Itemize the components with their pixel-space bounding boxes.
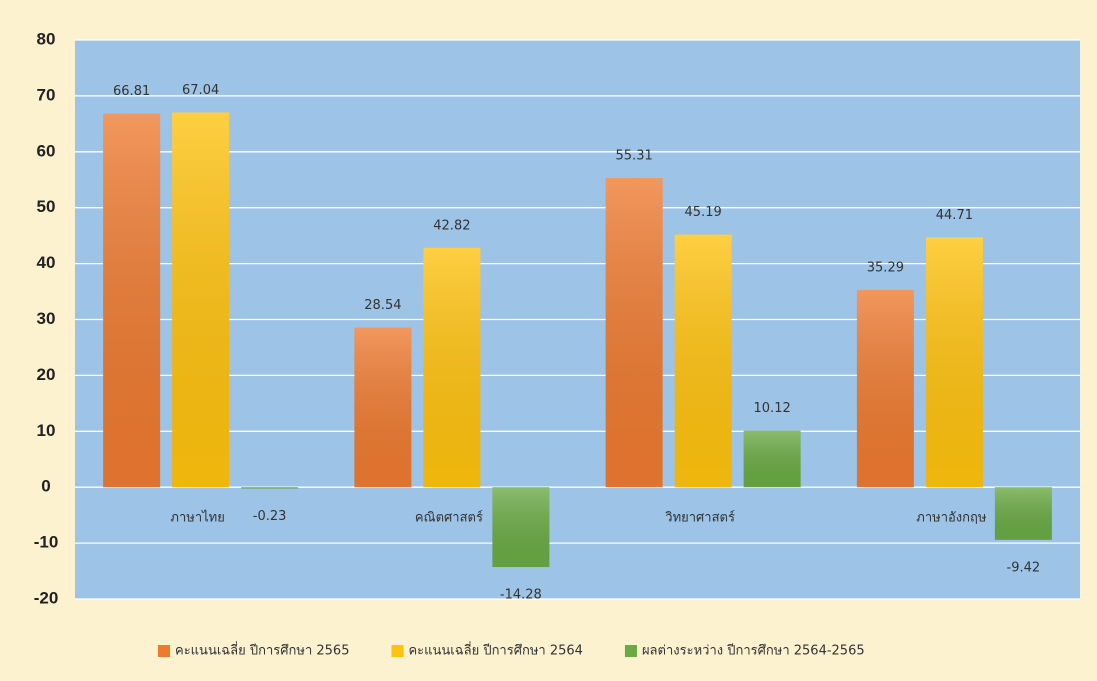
x-tick-label: ภาษาอังกฤษ [916,511,987,526]
bar-shade [172,112,230,488]
data-label: 55.31 [616,149,653,164]
y-tick-label: 80 [37,29,56,48]
bar-shade [103,113,161,488]
legend-label: คะแนนเฉลี่ย ปีการศึกษา 2564 [408,642,582,659]
x-tick-label: วิทยาศาสตร์ [665,510,735,526]
y-tick-label: 20 [37,365,56,384]
y-tick-label: 60 [37,141,56,160]
x-tick-label: ภาษาไทย [170,510,224,526]
data-label: 45.19 [685,205,722,220]
y-tick-label: 10 [37,421,56,440]
data-label: 35.29 [867,260,904,275]
legend-swatch [624,645,637,657]
bar-shade [423,247,481,488]
y-tick-label: -20 [34,588,59,607]
x-tick-label: คณิตศาสตร์ [415,510,483,526]
y-tick-label: 40 [37,253,56,272]
data-label: 42.82 [433,218,470,233]
bar-shade [241,487,299,489]
y-tick-label: -10 [34,533,59,552]
data-label: -14.28 [500,588,542,603]
bar-shade [994,487,1052,540]
bar-shade [925,237,983,488]
bar-shade [605,178,663,488]
y-tick-label: 0 [41,477,50,496]
data-label: 44.71 [936,208,973,223]
data-label: 28.54 [364,298,401,313]
data-label: 10.12 [754,401,791,416]
data-label: -9.42 [1007,560,1041,575]
bar-shade [743,430,801,488]
y-tick-label: 70 [37,85,56,104]
bar-shade [674,234,732,488]
data-label: -0.23 [253,509,287,524]
legend-label: คะแนนเฉลี่ย ปีการศึกษา 2565 [175,642,349,659]
bar-shade [492,487,550,568]
legend-swatch [391,645,404,657]
data-label: 67.04 [182,83,219,98]
legend-swatch [158,645,170,657]
y-tick-label: 50 [37,197,56,216]
legend-label: ผลต่างระหว่าง ปีการศึกษา 2564-2565 [642,643,865,659]
data-label: 66.81 [113,84,150,99]
y-tick-label: 30 [37,309,56,328]
bar-shade [856,289,914,488]
bar-shade [354,327,412,488]
